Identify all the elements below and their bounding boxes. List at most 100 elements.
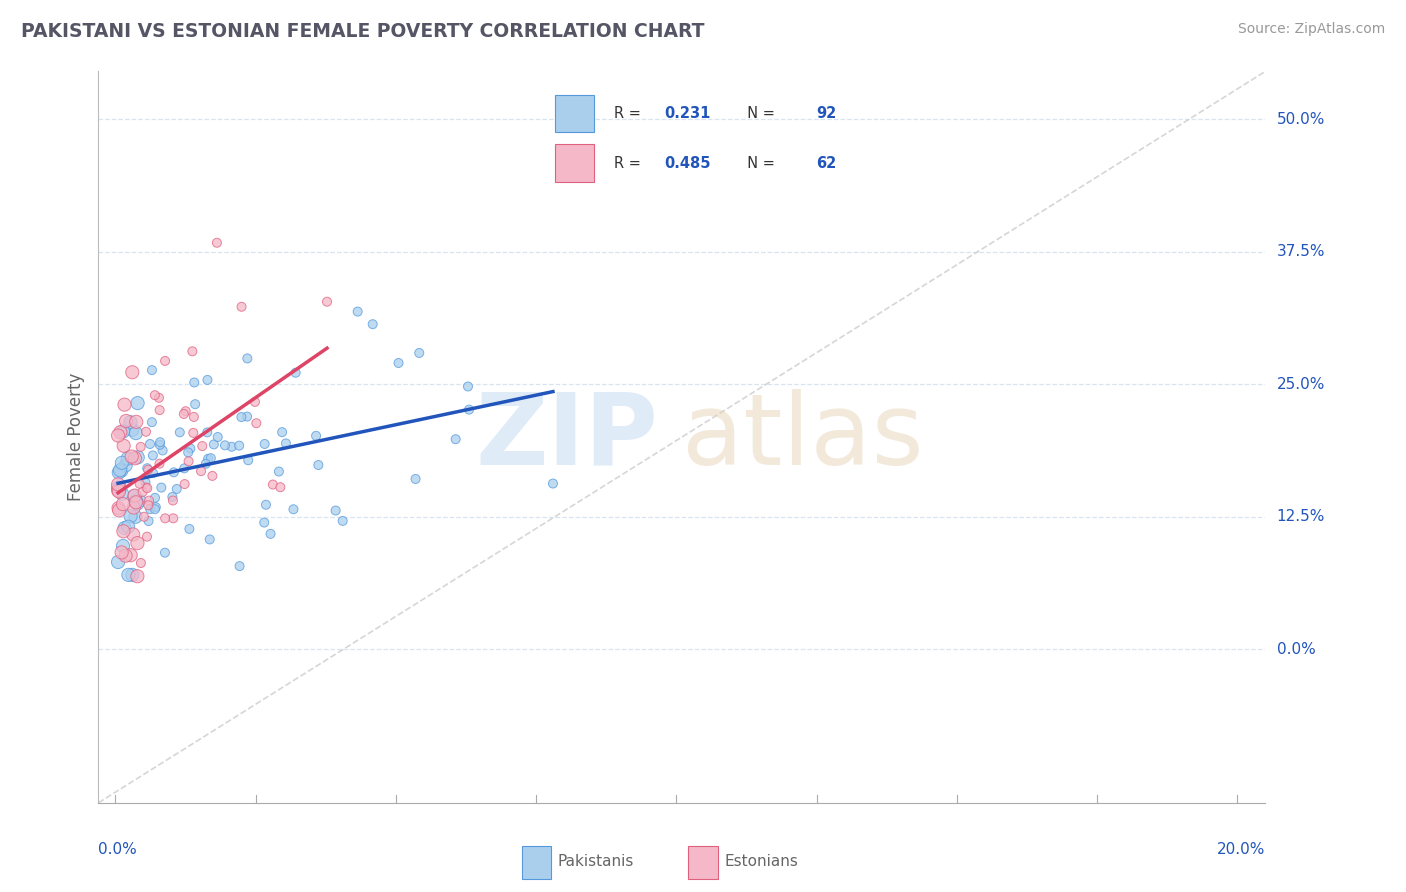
Point [458, 402, 481, 417]
Point [112, 524, 135, 539]
Point [139, 437, 162, 451]
Point [127, 569, 149, 583]
Point [111, 539, 134, 553]
Point [153, 354, 176, 368]
Point [141, 415, 163, 429]
Point [332, 514, 354, 528]
Point [136, 530, 159, 544]
Point [127, 536, 149, 550]
Point [107, 501, 129, 516]
Point [177, 454, 200, 468]
Point [253, 516, 276, 530]
Point [136, 481, 159, 495]
Point [148, 457, 170, 471]
Point [122, 500, 145, 515]
Point [153, 511, 176, 525]
Point [125, 493, 148, 508]
Point [541, 476, 564, 491]
Point [267, 465, 290, 479]
Point [108, 481, 131, 495]
Point [143, 502, 166, 516]
Point [205, 235, 228, 250]
Point [181, 425, 204, 440]
Point [457, 379, 479, 393]
Point [117, 520, 139, 534]
Point [271, 425, 294, 439]
Point [195, 425, 218, 440]
Point [198, 533, 221, 547]
Point [173, 461, 195, 475]
Point [191, 439, 214, 453]
Point [138, 493, 160, 508]
Point [131, 485, 153, 500]
Point [197, 451, 219, 466]
Point [128, 476, 150, 491]
Point [111, 456, 134, 470]
Point [253, 437, 276, 451]
Point [125, 495, 148, 509]
Point [134, 475, 156, 490]
Point [305, 429, 328, 443]
Point [207, 430, 229, 444]
Point [177, 445, 200, 459]
Point [107, 483, 129, 498]
Point [183, 376, 205, 390]
Point [163, 466, 186, 480]
Point [236, 351, 259, 366]
Point [115, 414, 138, 428]
Point [284, 366, 307, 380]
Point [316, 294, 339, 309]
Point [125, 415, 148, 429]
Point [129, 556, 152, 570]
Point [152, 443, 174, 458]
Point [129, 440, 152, 454]
Point [108, 463, 131, 477]
Point [142, 449, 165, 463]
Point [136, 461, 159, 475]
Point [112, 425, 135, 439]
Point [179, 442, 201, 456]
Point [149, 403, 172, 417]
Point [173, 407, 195, 421]
Point [107, 477, 129, 491]
Text: ZIP: ZIP [475, 389, 658, 485]
Point [162, 493, 184, 508]
Point [169, 425, 191, 440]
Point [138, 514, 160, 528]
Point [202, 437, 225, 451]
Point [408, 346, 430, 360]
Point [128, 493, 150, 508]
Text: 0.0%: 0.0% [1277, 641, 1315, 657]
Point [231, 300, 253, 314]
Point [139, 502, 162, 516]
Text: 20.0%: 20.0% [1218, 842, 1265, 856]
Text: 37.5%: 37.5% [1277, 244, 1324, 259]
Point [120, 415, 142, 429]
Point [135, 481, 157, 495]
Text: 12.5%: 12.5% [1277, 509, 1324, 524]
Point [166, 482, 188, 496]
Text: 0.0%: 0.0% [98, 842, 138, 856]
Point [120, 548, 142, 562]
Y-axis label: Female Poverty: Female Poverty [66, 373, 84, 501]
Text: atlas: atlas [682, 389, 924, 485]
Point [221, 440, 243, 454]
Point [259, 526, 281, 541]
Point [136, 463, 159, 477]
Point [122, 527, 145, 541]
Point [121, 450, 143, 464]
Point [245, 416, 267, 430]
Point [153, 546, 176, 560]
Point [114, 549, 136, 563]
Point [121, 567, 143, 582]
Point [190, 464, 212, 478]
Point [194, 457, 217, 471]
Point [112, 439, 135, 453]
Point [405, 472, 427, 486]
Point [214, 438, 236, 452]
Point [127, 396, 149, 410]
Point [307, 458, 329, 472]
Point [231, 410, 253, 425]
Point [108, 484, 131, 499]
Point [346, 304, 368, 318]
